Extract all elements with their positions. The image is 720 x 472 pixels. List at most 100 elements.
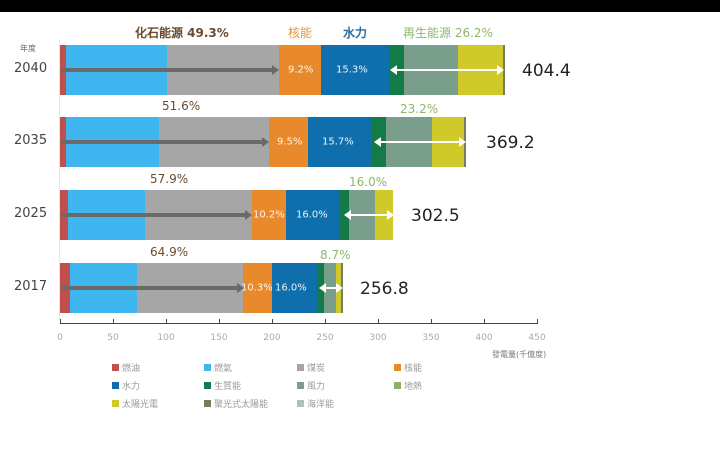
x-tick: [60, 319, 61, 324]
segment-hydro: 16.0%: [286, 190, 339, 240]
legend-swatch: [204, 364, 211, 371]
year-label-2017: 2017: [14, 279, 48, 294]
segment-hydro: 15.7%: [308, 117, 372, 167]
nuclear-pct: 10.2%: [253, 209, 285, 221]
legend-swatch: [204, 382, 211, 389]
fossil-pct-2025: 57.9%: [150, 172, 189, 186]
nuclear-pct: 9.2%: [288, 64, 314, 76]
legend-label: 海洋能: [307, 400, 335, 410]
legend-label: 生質能: [214, 382, 242, 392]
legend-item-hydro: 水力: [112, 379, 140, 392]
legend-item-nuclear: 核能: [394, 361, 422, 374]
legend-item-oil: 燃油: [112, 361, 140, 374]
year-axis-header: 年度: [20, 44, 36, 53]
x-tick-label: 100: [157, 333, 175, 343]
legend-label: 燃氣: [214, 364, 233, 374]
legend-swatch: [297, 382, 304, 389]
legend-label: 煤炭: [307, 364, 326, 374]
renewable-arrow: [374, 137, 466, 147]
legend-item-gas: 燃氣: [204, 361, 232, 374]
x-tick-label: 450: [528, 333, 546, 343]
hydro-pct: 15.7%: [322, 136, 354, 148]
x-axis-title: 發電量(千億度): [492, 350, 547, 359]
x-tick: [537, 319, 538, 324]
renewable-arrow: [390, 65, 504, 75]
legend-item-wind: 風力: [297, 379, 325, 392]
segment-csp: [503, 45, 505, 95]
nuclear-pct: 10.3%: [241, 282, 273, 294]
y-axis-line: [59, 40, 60, 320]
legend-item-geothermal: 地熱: [394, 379, 422, 392]
x-tick-label: 350: [422, 333, 440, 343]
legend-swatch: [204, 400, 211, 407]
x-axis-line: [60, 323, 538, 324]
x-tick: [325, 319, 326, 324]
x-tick-label: 400: [475, 333, 493, 343]
x-tick-label: 50: [107, 333, 119, 343]
bar-2035: 9.5% 15.7%: [60, 117, 466, 167]
total-2040: 404.4: [522, 61, 571, 81]
legend-swatch: [394, 382, 401, 389]
bar-2040: 9.2% 15.3%: [60, 45, 505, 95]
year-label-2035: 2035: [14, 133, 48, 148]
renewable-pct-2017: 8.7%: [320, 248, 351, 262]
fossil-arrow: [62, 210, 252, 220]
renewable-pct-2025: 16.0%: [349, 175, 388, 189]
legend-label: 燃油: [122, 364, 141, 374]
top-black-bar: [0, 0, 720, 12]
legend-label: 核能: [404, 364, 423, 374]
year-label-2040: 2040: [14, 61, 48, 76]
fossil-pct-2035: 51.6%: [162, 99, 201, 113]
renewable-arrow: [319, 283, 343, 293]
legend-label: 聚光式太陽能: [214, 400, 269, 410]
hydro-group-label: 水力: [343, 26, 368, 40]
legend-item-solar-pv: 太陽光電: [112, 397, 158, 410]
legend-item-csp: 聚光式太陽能: [204, 397, 268, 410]
x-tick: [484, 319, 485, 324]
fossil-arrow: [62, 283, 244, 293]
legend-label: 水力: [122, 382, 141, 392]
segment-hydro: 16.0%: [272, 263, 317, 313]
hydro-pct: 16.0%: [275, 282, 307, 294]
legend-item-ocean: 海洋能: [297, 397, 334, 410]
x-tick-label: 300: [369, 333, 387, 343]
renewable-group-label: 再生能源 26.2%: [403, 26, 493, 40]
legend-swatch: [297, 364, 304, 371]
legend-swatch: [112, 400, 119, 407]
fossil-pct-2017: 64.9%: [150, 245, 189, 259]
total-2035: 369.2: [486, 133, 535, 153]
renewable-pct-2035: 23.2%: [400, 102, 439, 116]
bar-2025: 10.2% 16.0%: [60, 190, 394, 240]
x-tick: [431, 319, 432, 324]
legend-swatch: [112, 364, 119, 371]
segment-nuclear: 10.2%: [252, 190, 286, 240]
fossil-arrow: [62, 137, 269, 147]
segment-hydro: 15.3%: [321, 45, 389, 95]
nuclear-group-label: 核能: [288, 26, 313, 40]
hydro-pct: 15.3%: [336, 64, 368, 76]
hydro-pct: 16.0%: [296, 209, 328, 221]
legend-item-biomass: 生質能: [204, 379, 241, 392]
segment-nuclear: 10.3%: [241, 263, 273, 313]
total-2025: 302.5: [411, 206, 460, 226]
nuclear-pct: 9.5%: [277, 136, 303, 148]
total-2017: 256.8: [360, 279, 409, 299]
x-tick-label: 200: [263, 333, 281, 343]
segment-nuclear: 9.5%: [269, 117, 308, 167]
x-tick-label: 0: [57, 333, 63, 343]
legend-swatch: [394, 364, 401, 371]
x-tick: [219, 319, 220, 324]
legend-swatch: [297, 400, 304, 407]
year-label-2025: 2025: [14, 206, 48, 221]
x-tick-label: 250: [316, 333, 334, 343]
fossil-arrow: [62, 65, 279, 75]
bar-2017: 10.3% 16.0%: [60, 263, 343, 313]
x-tick: [113, 319, 114, 324]
legend-label: 地熱: [404, 382, 423, 392]
renewable-arrow: [344, 210, 394, 220]
x-tick: [378, 319, 379, 324]
legend-item-coal: 煤炭: [297, 361, 325, 374]
x-tick: [272, 319, 273, 324]
segment-nuclear: 9.2%: [279, 45, 321, 95]
